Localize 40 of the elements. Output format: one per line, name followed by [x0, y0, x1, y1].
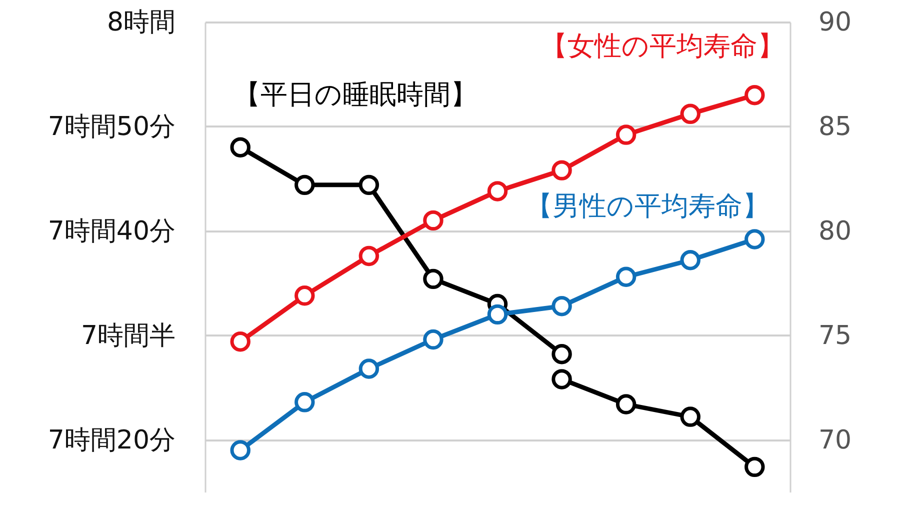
point	[230, 332, 250, 352]
point	[744, 229, 765, 250]
point	[680, 104, 700, 124]
y2-tick-label: 80	[818, 216, 852, 246]
point	[552, 369, 572, 390]
y2-tick-label: 90	[818, 8, 852, 38]
y2-tick-label: 85	[818, 112, 852, 142]
point	[230, 440, 250, 460]
point	[616, 266, 636, 287]
point	[552, 344, 572, 364]
y-tick-label: 7時間半	[80, 320, 176, 351]
point	[744, 85, 765, 106]
point	[294, 392, 315, 412]
point	[358, 246, 380, 266]
point	[358, 358, 380, 379]
point	[616, 394, 636, 414]
y2-tick-label: 75	[818, 320, 852, 351]
point	[487, 304, 508, 325]
point	[230, 137, 250, 158]
point	[294, 286, 315, 306]
y2-tick-label: 70	[818, 425, 852, 456]
point	[680, 250, 700, 270]
point	[552, 160, 572, 180]
y-tick-label: 7時間20分	[48, 425, 176, 456]
point	[552, 296, 572, 316]
point	[744, 456, 765, 478]
y-tick-label: 8時間	[106, 8, 176, 38]
point	[423, 268, 444, 290]
y-tick-label: 7時間50分	[48, 112, 176, 142]
series-label: 【女性の平均寿命】	[540, 31, 785, 62]
point	[358, 174, 380, 196]
point	[616, 124, 636, 145]
point	[487, 181, 508, 202]
point	[423, 210, 444, 231]
point	[680, 406, 700, 427]
y-tick-label: 7時間40分	[48, 216, 176, 246]
series-label: 【平日の睡眠時間】	[233, 79, 478, 110]
point	[423, 329, 444, 350]
point	[294, 174, 315, 196]
series-label: 【男性の平均寿命】	[526, 191, 770, 222]
